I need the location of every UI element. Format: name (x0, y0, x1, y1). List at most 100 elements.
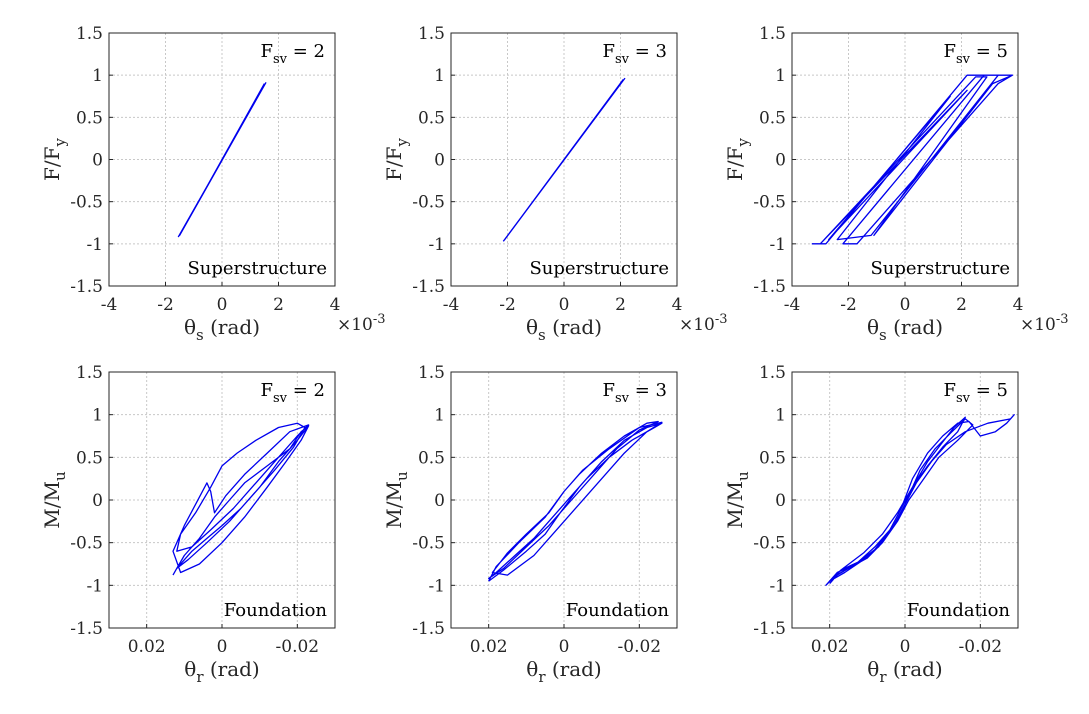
axes-frame (450, 371, 678, 629)
y-tick-label: 0.5 (76, 448, 103, 468)
y-tick-label: -1 (86, 235, 103, 255)
y-tick-label: 1.5 (76, 363, 103, 383)
y-tick-label: -0.5 (753, 534, 786, 554)
y-axis-label: F/Fy (382, 137, 411, 181)
x-tick-label: 0 (559, 637, 570, 657)
series-line-bottom-1 (488, 420, 663, 582)
x-tick-label: 4 (1013, 295, 1024, 315)
x-tick-label: -0.02 (959, 637, 1003, 657)
y-tick-label: 1 (92, 406, 103, 426)
x-axis-label: θs (rad) (867, 315, 943, 344)
y-tick-label: -1.5 (70, 277, 103, 297)
y-tick-label: 0.5 (76, 108, 103, 128)
y-tick-label: 0 (434, 491, 445, 511)
x-axis-multiplier: ×10-3 (337, 312, 386, 335)
subplot-top-1: -1.5 -1 -0.5 0 0.5 1 1.5 -4 -2 0 2 4 Fsv = 3 Superstr… (382, 24, 728, 344)
x-tick-label: 0 (900, 637, 911, 657)
y-tick-label: 1.5 (759, 24, 786, 44)
y-tick-label: 1 (775, 406, 786, 426)
y-axis-label: M/Mu (40, 471, 69, 529)
y-tick-label: 1.5 (759, 363, 786, 383)
y-tick-label: -1.5 (753, 277, 786, 297)
subplot-bottom-2: -1.5 -1 -0.5 0 0.5 1 1.5 0.02 0 -0.02 Fsv = 5 Found… (723, 363, 1019, 686)
y-tick-label: 1.5 (418, 363, 445, 383)
y-tick-label: 1 (92, 66, 103, 86)
y-tick-label: -1.5 (412, 277, 445, 297)
y-axis-label: F/Fy (723, 137, 752, 181)
y-tick-label: -1.5 (412, 619, 445, 639)
x-tick-label: -2 (499, 295, 516, 315)
x-axis-label: θs (rad) (184, 315, 260, 344)
x-axis-multiplier: ×10-3 (679, 312, 728, 335)
y-tick-label: 1 (434, 66, 445, 86)
y-tick-label: -1 (428, 576, 445, 596)
fsv-label: Fsv = 2 (261, 41, 326, 67)
panel-annotation: Foundation (566, 600, 670, 621)
y-tick-label: 1.5 (418, 24, 445, 44)
fsv-label: Fsv = 2 (261, 380, 326, 406)
y-tick-label: -1 (86, 576, 103, 596)
y-axis-label: M/Mu (723, 471, 752, 529)
y-tick-label: 0 (434, 151, 445, 171)
y-tick-label: 0 (775, 151, 786, 171)
x-tick-label: 4 (672, 295, 683, 315)
y-tick-label: 0.5 (759, 448, 786, 468)
axes-frame (791, 32, 1019, 287)
x-axis-label: θr (rad) (867, 657, 942, 686)
fsv-label: Fsv = 5 (944, 41, 1009, 67)
x-tick-label: 0 (217, 637, 228, 657)
panel-annotation: Foundation (224, 600, 328, 621)
x-axis-label: θr (rad) (526, 657, 601, 686)
series-line-bottom-0 (172, 422, 310, 576)
x-tick-label: 2 (956, 295, 967, 315)
x-tick-label: -0.02 (618, 637, 662, 657)
axes-frame (450, 32, 678, 287)
y-tick-label: -1 (428, 235, 445, 255)
series-line-top-1 (502, 77, 626, 242)
subplot-bottom-1: -1.5 -1 -0.5 0 0.5 1 1.5 0.02 0 -0.02 Fsv = 3 Found… (382, 363, 678, 686)
x-tick-label: 0.02 (470, 637, 508, 657)
fsv-label: Fsv = 5 (944, 380, 1009, 406)
y-tick-label: -1.5 (70, 619, 103, 639)
x-axis-label: θs (rad) (526, 315, 602, 344)
series-line-top-0 (177, 82, 267, 238)
panel-annotation: Foundation (907, 600, 1011, 621)
panel-annotation: Superstructure (870, 258, 1010, 279)
x-tick-label: 2 (615, 295, 626, 315)
x-tick-label: 0 (217, 295, 228, 315)
x-tick-label: -2 (157, 295, 174, 315)
fsv-label: Fsv = 3 (603, 41, 668, 67)
x-tick-label: -4 (784, 295, 801, 315)
x-axis-label: θr (rad) (184, 657, 259, 686)
y-tick-label: 0 (92, 491, 103, 511)
subplot-bottom-0: -1.5 -1 -0.5 0 0.5 1 1.5 0.02 0 -0.02 Fsv = 2 Found… (40, 363, 336, 686)
axes-frame (108, 32, 336, 287)
y-tick-label: 0 (92, 151, 103, 171)
x-tick-label: -0.02 (276, 637, 320, 657)
subplot-top-0: -1.5 -1 -0.5 0 0.5 1 1.5 -4 -2 0 2 4 Fsv = 2 Superstr… (40, 24, 386, 344)
x-axis-multiplier: ×10-3 (1020, 312, 1069, 335)
y-tick-label: 0.5 (418, 448, 445, 468)
x-tick-label: 0 (559, 295, 570, 315)
x-tick-label: -4 (101, 295, 118, 315)
y-tick-label: -1 (769, 576, 786, 596)
y-tick-label: 0 (775, 491, 786, 511)
fsv-label: Fsv = 3 (603, 380, 668, 406)
x-tick-label: -2 (840, 295, 857, 315)
axes-frame (791, 371, 1019, 629)
y-axis-label: M/Mu (382, 471, 411, 529)
x-tick-label: 0 (900, 295, 911, 315)
y-tick-label: -1 (769, 235, 786, 255)
x-tick-label: 0.02 (128, 637, 166, 657)
x-tick-label: 2 (273, 295, 284, 315)
y-tick-label: 1 (434, 406, 445, 426)
y-tick-label: -0.5 (412, 193, 445, 213)
x-tick-label: -4 (443, 295, 460, 315)
y-tick-label: 0.5 (418, 108, 445, 128)
x-tick-label: 0.02 (811, 637, 849, 657)
subplot-top-2: -1.5 -1 -0.5 0 0.5 1 1.5 -4 -2 0 2 4 Fsv = 5 Superstr… (723, 24, 1069, 344)
y-tick-label: -0.5 (70, 193, 103, 213)
y-tick-label: -0.5 (753, 193, 786, 213)
y-tick-label: 0.5 (759, 108, 786, 128)
